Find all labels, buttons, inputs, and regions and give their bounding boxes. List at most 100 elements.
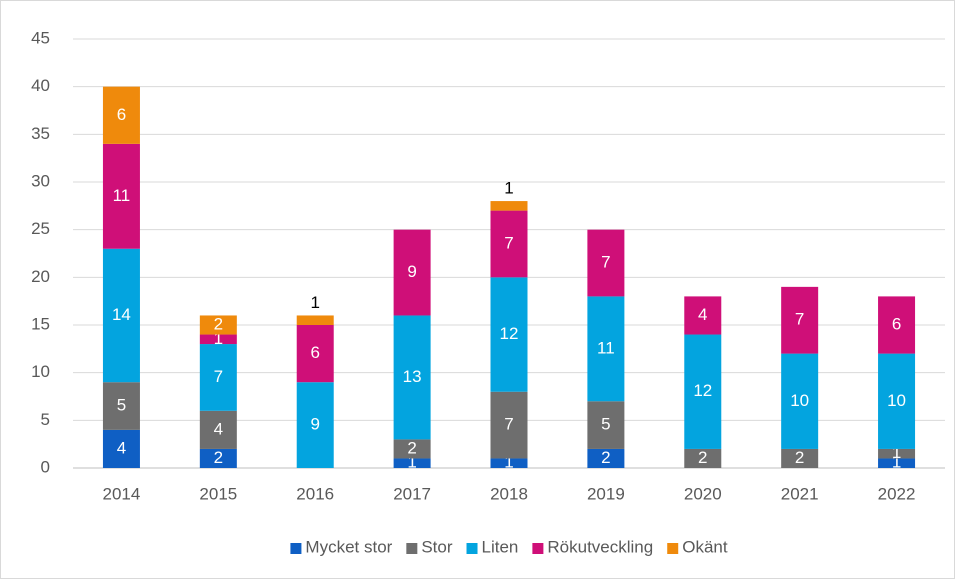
y-tick-label: 40 bbox=[31, 76, 50, 95]
bar-segment bbox=[490, 277, 528, 392]
y-tick-label: 45 bbox=[31, 28, 50, 47]
legend-swatch bbox=[406, 543, 418, 554]
bar-segment bbox=[296, 315, 334, 325]
bar-segment bbox=[781, 448, 819, 468]
data-label: 2 bbox=[698, 448, 707, 467]
bar-segment bbox=[102, 382, 140, 430]
bar-segment bbox=[587, 296, 625, 402]
bar-segment bbox=[393, 439, 431, 459]
y-tick-label: 20 bbox=[31, 267, 50, 286]
data-label: 2 bbox=[601, 448, 610, 467]
legend-label: Mycket stor bbox=[305, 537, 392, 556]
bar-segment bbox=[490, 210, 528, 278]
bar-segment bbox=[587, 229, 625, 297]
data-label: 1 bbox=[214, 329, 223, 348]
legend-label: Rökutveckling bbox=[547, 537, 653, 556]
data-label: 7 bbox=[601, 253, 610, 272]
x-tick-label: 2016 bbox=[296, 484, 334, 503]
y-tick-label: 10 bbox=[31, 362, 50, 381]
bar-segment bbox=[199, 448, 237, 468]
data-label: 4 bbox=[698, 305, 707, 324]
bar-segment bbox=[199, 334, 237, 345]
bar-segment bbox=[102, 86, 140, 144]
data-label: 1 bbox=[310, 293, 319, 312]
data-label: 6 bbox=[310, 343, 319, 362]
data-label: 10 bbox=[887, 391, 906, 410]
data-label: 12 bbox=[693, 381, 712, 400]
data-label: 14 bbox=[112, 305, 131, 324]
data-label: 1 bbox=[504, 453, 513, 472]
data-label: 11 bbox=[113, 186, 131, 205]
y-tick-label: 5 bbox=[41, 410, 50, 429]
data-label: 9 bbox=[310, 415, 319, 434]
data-label: 6 bbox=[892, 314, 901, 333]
bar-segment bbox=[102, 248, 140, 383]
legend-swatch bbox=[466, 543, 478, 554]
data-label: 4 bbox=[117, 438, 126, 457]
data-label: 13 bbox=[403, 367, 422, 386]
bar-segment bbox=[781, 286, 819, 354]
data-label: 1 bbox=[892, 453, 901, 472]
bar-segment bbox=[393, 315, 431, 440]
data-label: 7 bbox=[504, 233, 513, 252]
x-tick-label: 2018 bbox=[490, 484, 528, 503]
legend-label: Okänt bbox=[682, 537, 728, 556]
x-tick-label: 2017 bbox=[393, 484, 431, 503]
data-label: 7 bbox=[504, 415, 513, 434]
bar-segment bbox=[684, 296, 722, 335]
bar-segment bbox=[102, 429, 140, 468]
bar-segment bbox=[296, 382, 334, 468]
bar-segment bbox=[684, 448, 722, 468]
x-tick-label: 2020 bbox=[684, 484, 722, 503]
bar-segment bbox=[587, 401, 625, 449]
x-tick-label: 2021 bbox=[781, 484, 819, 503]
y-tick-label: 15 bbox=[31, 314, 50, 333]
x-tick-label: 2022 bbox=[878, 484, 916, 503]
data-label: 2 bbox=[214, 314, 223, 333]
bar-segment bbox=[878, 353, 916, 449]
x-tick-label: 2015 bbox=[199, 484, 237, 503]
data-label: 5 bbox=[117, 396, 126, 415]
legend-label: Liten bbox=[482, 537, 519, 556]
data-label: 6 bbox=[117, 105, 126, 124]
legend-swatch bbox=[532, 543, 544, 554]
bar-segment bbox=[393, 458, 431, 468]
y-tick-label: 25 bbox=[31, 219, 50, 238]
bar-segment bbox=[199, 315, 237, 335]
bar-segment bbox=[878, 448, 916, 459]
data-label: 4 bbox=[214, 419, 223, 438]
data-label: 1 bbox=[892, 443, 901, 462]
bar-segment bbox=[296, 325, 334, 383]
data-label: 11 bbox=[597, 338, 615, 357]
data-label: 2 bbox=[795, 448, 804, 467]
data-label: 9 bbox=[407, 262, 416, 281]
bar-segment bbox=[393, 229, 431, 316]
x-tick-label: 2019 bbox=[587, 484, 625, 503]
legend-swatch bbox=[290, 543, 302, 554]
bar-segment bbox=[781, 353, 819, 449]
data-label: 5 bbox=[601, 415, 610, 434]
data-label: 7 bbox=[795, 310, 804, 329]
data-label: 2 bbox=[407, 438, 416, 457]
bar-segment bbox=[878, 458, 916, 468]
data-label: 7 bbox=[214, 367, 223, 386]
legend-swatch bbox=[667, 543, 679, 554]
data-label: 10 bbox=[790, 391, 809, 410]
y-tick-label: 30 bbox=[31, 171, 50, 190]
bar-segment bbox=[490, 391, 528, 459]
bar-segment bbox=[878, 296, 916, 354]
legend-label: Stor bbox=[421, 537, 453, 556]
bar-segment bbox=[102, 143, 140, 249]
data-label: 1 bbox=[407, 453, 416, 472]
bar-segment bbox=[199, 410, 237, 449]
y-tick-label: 35 bbox=[31, 124, 50, 143]
bar-segment bbox=[490, 201, 528, 211]
bar-segment bbox=[587, 448, 625, 468]
bar-segment bbox=[684, 334, 722, 449]
y-tick-label: 0 bbox=[41, 457, 50, 476]
data-label: 2 bbox=[214, 448, 223, 467]
data-label: 12 bbox=[500, 324, 519, 343]
data-label: 1 bbox=[504, 179, 513, 198]
bar-segment bbox=[490, 458, 528, 468]
